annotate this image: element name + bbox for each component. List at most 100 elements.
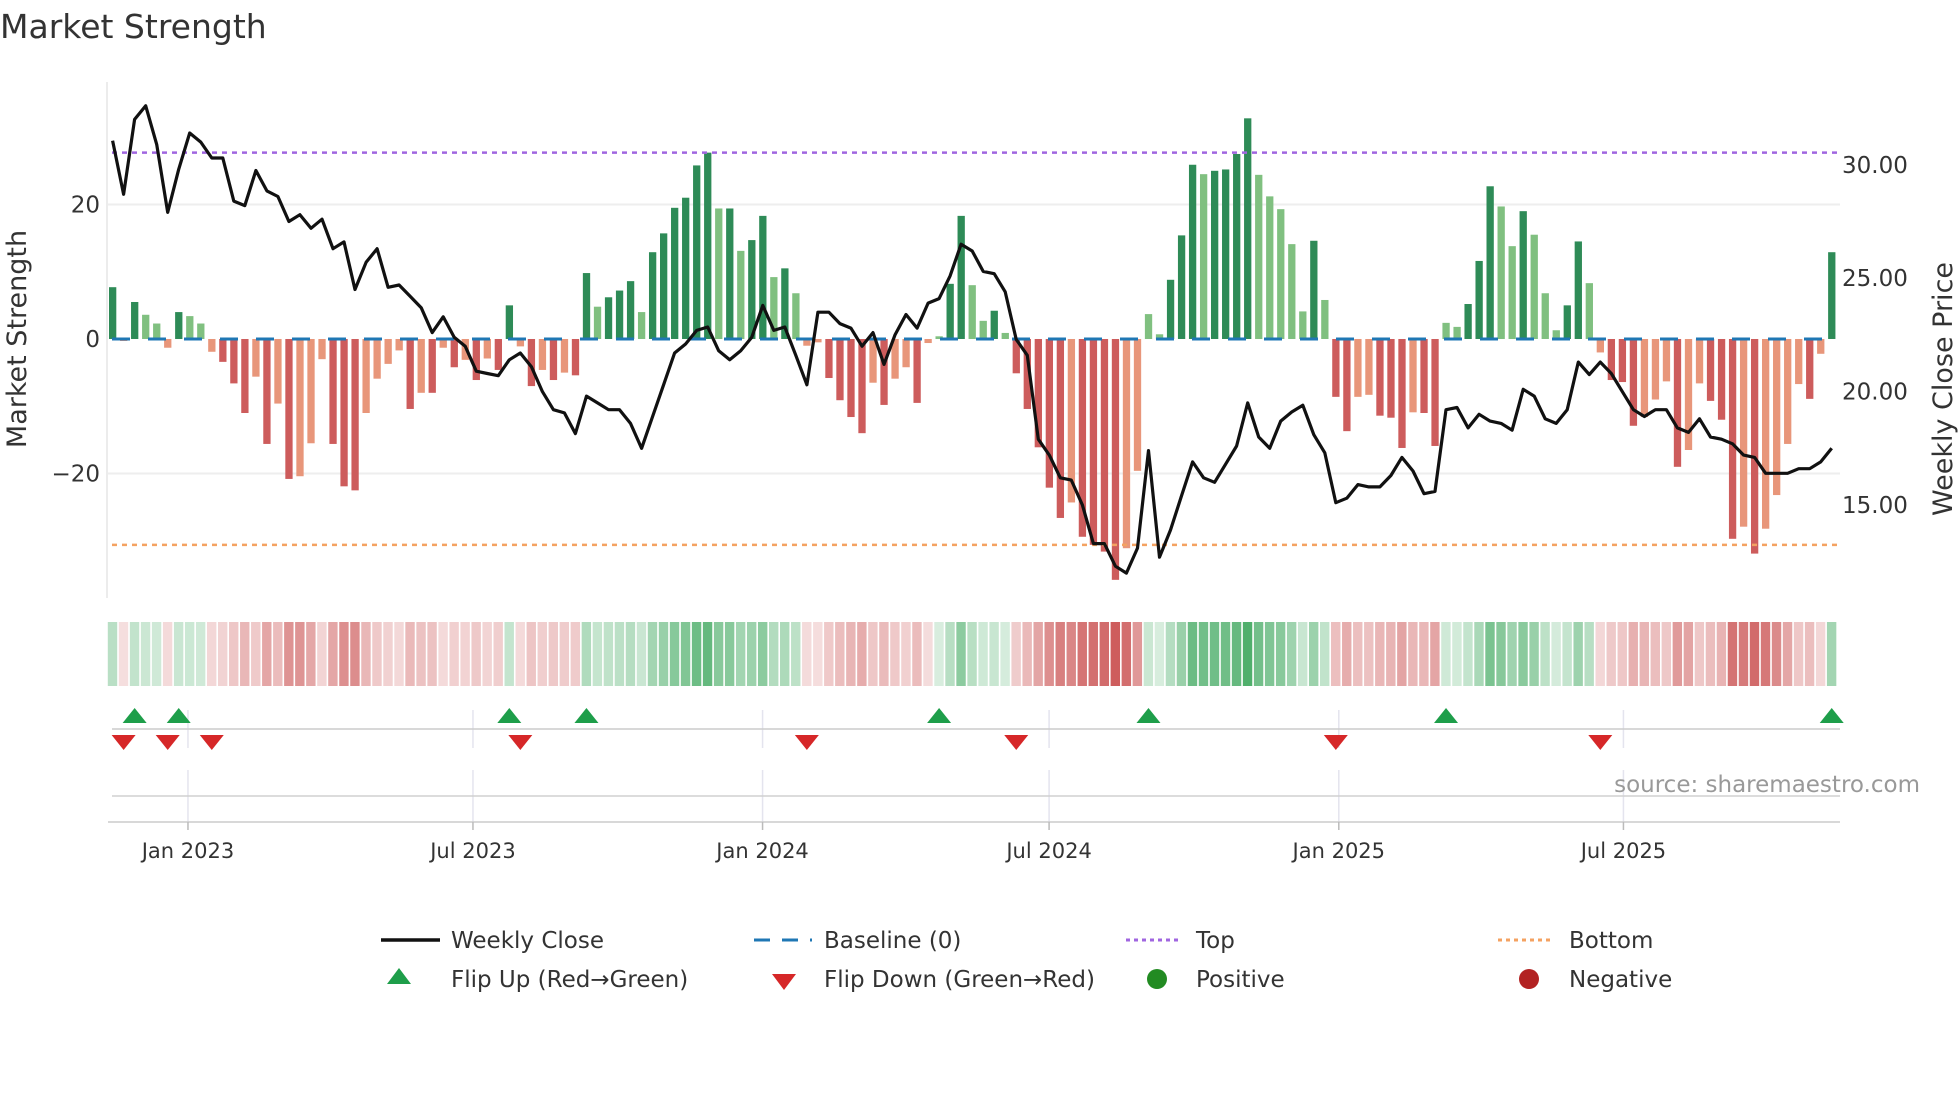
strength-bar (153, 323, 161, 339)
triangle-up-icon (387, 968, 411, 984)
flip-down-marker (1588, 735, 1613, 750)
heat-cell (1110, 622, 1121, 686)
flip-up-marker (122, 708, 147, 723)
heat-cell (1165, 622, 1176, 686)
strength-bar (516, 338, 525, 347)
heat-cell (504, 622, 514, 686)
strength-bar (109, 287, 117, 339)
flip-up-marker (1434, 708, 1459, 723)
heat-cell (614, 622, 625, 686)
x-ticks: Jan 2023 Jul 2023 Jan 2024 Jul 2024 Jan 2025… (140, 822, 1666, 863)
heat-cell (1231, 622, 1242, 686)
strength-bar (913, 338, 921, 403)
strength-bar (340, 338, 348, 487)
legend-item-flip-up: Flip Up (Red→Green) (387, 967, 688, 993)
strength-bar (131, 301, 139, 339)
strength-bar (164, 338, 172, 348)
strength-bar (1045, 338, 1053, 488)
strength-bar (1332, 338, 1340, 397)
strength-bar (946, 283, 954, 339)
heat-cell (835, 622, 845, 686)
heat-cell (581, 622, 592, 686)
strength-bar (307, 338, 315, 444)
strength-bar (571, 338, 580, 376)
heat-cell (548, 622, 558, 686)
heat-cell (724, 622, 735, 686)
heat-cell (361, 622, 371, 686)
strength-bar (979, 320, 987, 339)
y-ticks: 20 0 −20 (51, 192, 100, 487)
strength-bar (1188, 164, 1197, 339)
strength-bar (1023, 338, 1031, 409)
strength-bar (814, 338, 822, 343)
strength-bar (935, 336, 943, 339)
strength-bar (428, 338, 436, 393)
heat-cell (1705, 622, 1716, 686)
strength-bar (1795, 338, 1803, 385)
heat-cell (1650, 622, 1660, 686)
strength-bar (1431, 338, 1439, 446)
strength-bar (1122, 338, 1131, 549)
strength-bar (1398, 338, 1406, 448)
heat-cell (1286, 622, 1297, 686)
y2-tick-label: 25.00 (1842, 266, 1908, 292)
strength-bar (1585, 283, 1593, 339)
legend: Weekly Close Baseline (0) Top Bottom Fli… (381, 928, 1672, 993)
heat-cell (251, 622, 261, 686)
triangle-down-icon (772, 974, 796, 990)
strength-bar (318, 338, 326, 360)
strength-bar (560, 338, 569, 373)
flip-down-marker (508, 735, 533, 750)
heat-cell (515, 622, 525, 686)
strength-bar (1012, 338, 1020, 374)
legend-item-baseline: Baseline (0) (754, 928, 961, 954)
strength-bar (902, 338, 910, 368)
heat-cell (1727, 622, 1738, 686)
legend-item-top: Top (1126, 928, 1235, 954)
heat-cell (1474, 622, 1484, 686)
y-tick-label: −20 (51, 462, 100, 488)
heat-cell (1441, 622, 1451, 686)
y-tick-label: 0 (85, 327, 100, 353)
heat-cell (1408, 622, 1418, 686)
flip-up-marker (166, 708, 191, 723)
heat-cell (206, 622, 217, 686)
strength-bar (1464, 304, 1472, 339)
strength-bar (626, 281, 635, 339)
strength-bar (1662, 338, 1671, 382)
strength-bar (351, 338, 359, 491)
x-tick-label: Jan 2024 (714, 839, 809, 863)
strength-bar (1563, 305, 1571, 339)
heat-cell (1617, 622, 1627, 686)
strength-bar (142, 314, 150, 339)
heat-cell (1066, 622, 1076, 686)
heat-cell (1000, 622, 1010, 686)
strength-bar (704, 152, 712, 339)
strength-bar (252, 338, 260, 377)
strength-bar (825, 338, 833, 379)
heat-cell (151, 622, 162, 686)
svg-text:Positive: Positive (1196, 967, 1285, 993)
strength-bar (1211, 170, 1219, 339)
strength-bar (1453, 326, 1461, 339)
heat-cell (1176, 622, 1187, 686)
strength-bar (1166, 279, 1175, 339)
strength-bar (527, 338, 536, 387)
heat-cell (1452, 622, 1462, 686)
flip-up-marker (1819, 708, 1844, 723)
strength-bar (1343, 338, 1351, 432)
heat-cell (273, 622, 283, 686)
heat-cell (923, 622, 933, 686)
strength-bar (582, 273, 591, 339)
heat-cell (1198, 622, 1209, 686)
strength-bar (1673, 338, 1682, 467)
flip-down-marker (794, 735, 819, 750)
heat-cell (1077, 622, 1087, 686)
x-tick-label: Jul 2025 (1579, 839, 1666, 863)
heat-cell (129, 622, 140, 686)
strength-bar (748, 240, 756, 339)
heat-cell (1397, 622, 1407, 686)
strength-bar (1321, 299, 1329, 339)
strength-bar (637, 312, 646, 339)
